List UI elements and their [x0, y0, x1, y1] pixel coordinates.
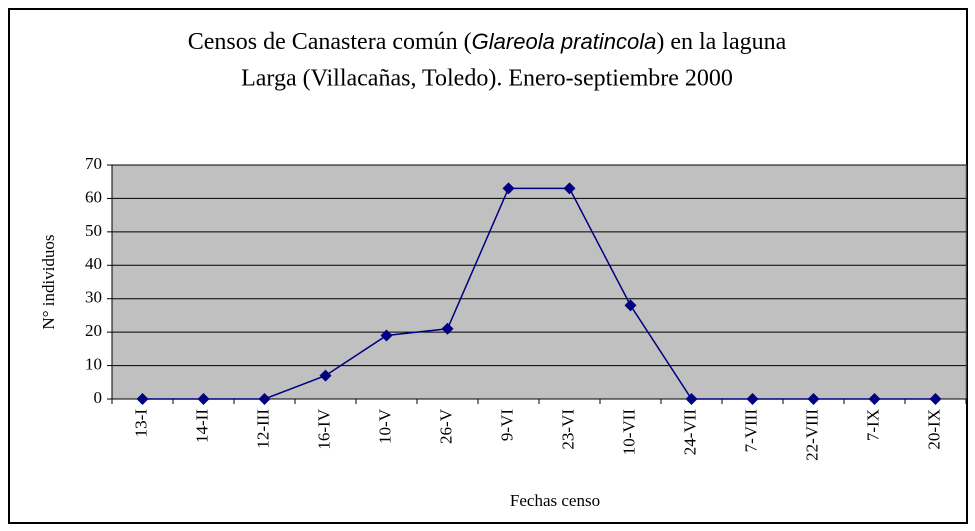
- x-tick-label: 7-IX: [863, 409, 882, 441]
- y-tick-label: 70: [85, 154, 102, 173]
- marker: [258, 393, 271, 405]
- marker: [563, 182, 576, 195]
- x-axis-title: Fechas censo: [510, 491, 600, 510]
- marker: [685, 393, 698, 405]
- data-line: [142, 187, 936, 400]
- x-tick-label: 23-VI: [558, 409, 577, 450]
- x-tick-label: 13-I: [131, 409, 150, 438]
- marker: [929, 393, 942, 405]
- x-tick-label: 26-V: [436, 408, 455, 444]
- marker: [441, 322, 454, 335]
- title-part: ) en la laguna: [656, 29, 786, 55]
- marker: [624, 299, 637, 312]
- plot-area: [111, 164, 967, 400]
- y-tick-label: 20: [85, 321, 102, 340]
- y-tick-label: 10: [85, 354, 102, 373]
- y-tick-label: 30: [85, 288, 102, 307]
- y-tick-label: 40: [85, 254, 102, 273]
- marker: [197, 393, 210, 405]
- x-tick-label: 24-VII: [680, 409, 699, 456]
- marker: [502, 182, 515, 195]
- title-part: Censos de Canastera común (: [188, 29, 472, 55]
- x-tick-label: 7-VIII: [741, 409, 760, 453]
- marker: [868, 393, 881, 405]
- x-tick-label: 9-VI: [497, 409, 516, 441]
- y-tick-label: 60: [85, 187, 102, 206]
- x-tick-label: 20-IX: [924, 409, 943, 450]
- x-tick-label: 14-II: [192, 409, 211, 443]
- y-axis-title: N° individuos: [39, 234, 58, 329]
- x-tick-label: 12-III: [253, 409, 272, 449]
- y-tick-label: 0: [94, 388, 103, 407]
- marker: [319, 369, 332, 382]
- x-tick-label: 22-VIII: [802, 409, 821, 461]
- x-tick-label: 16-IV: [314, 408, 333, 449]
- y-tick-label: 50: [85, 221, 102, 240]
- x-tick-label: 10-VII: [619, 409, 638, 456]
- chart-title: Censos de Canastera común (Glareola prat…: [188, 29, 787, 55]
- chart-title: Larga (Villacañas, Toledo). Enero-septie…: [241, 66, 733, 92]
- marker: [380, 329, 393, 342]
- x-tick-label: 10-V: [375, 408, 394, 444]
- marker: [136, 393, 149, 405]
- marker: [807, 393, 820, 405]
- marker: [746, 393, 759, 405]
- title-italic: Glareola pratincola: [472, 29, 657, 54]
